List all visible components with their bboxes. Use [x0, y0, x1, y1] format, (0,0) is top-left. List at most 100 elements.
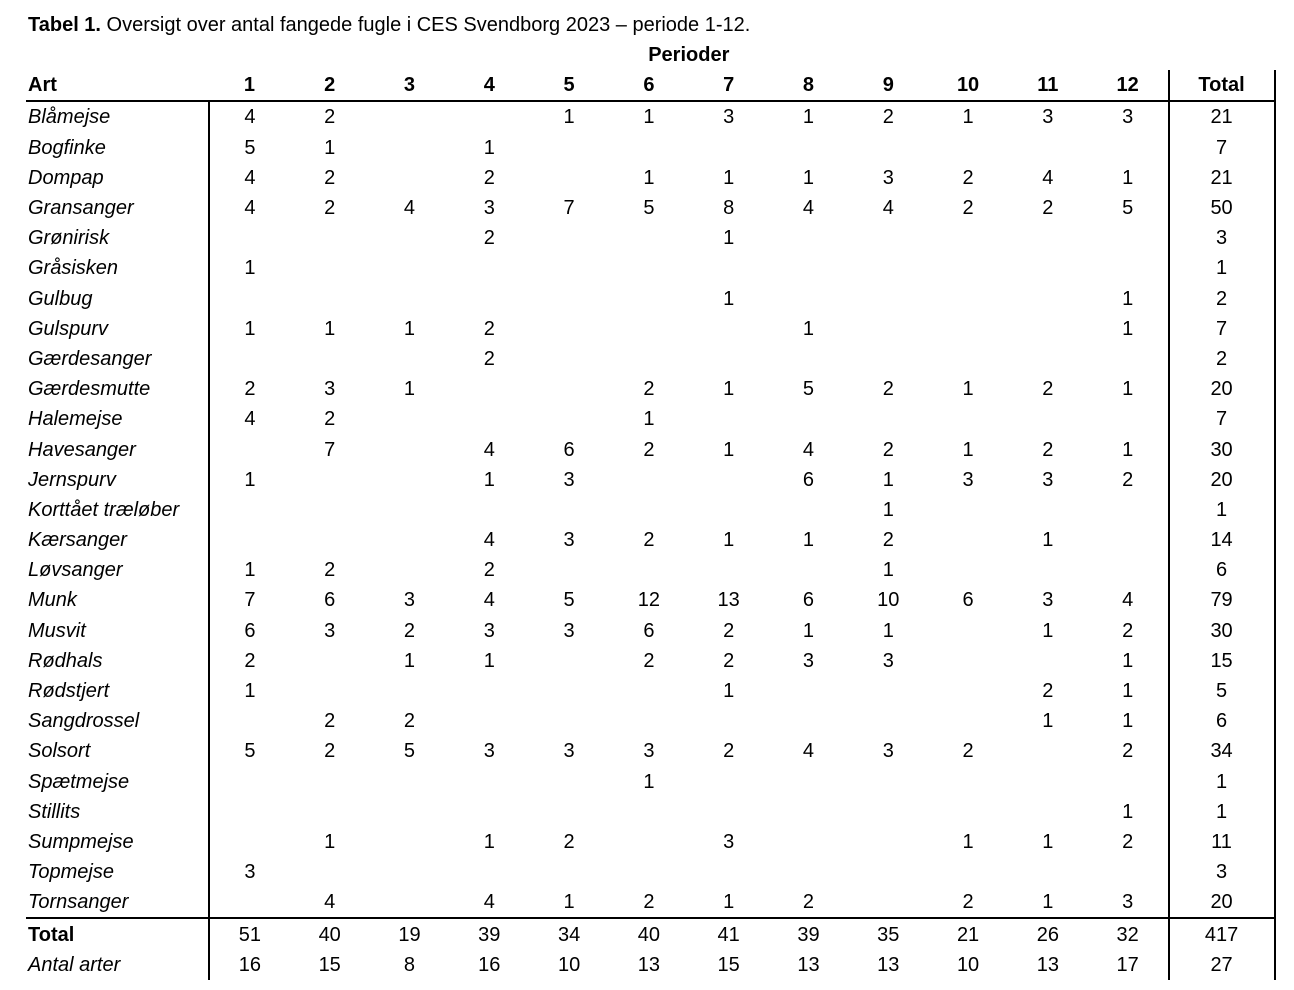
period-count	[1088, 253, 1169, 283]
period-count	[529, 676, 609, 706]
period-count	[769, 706, 849, 736]
period-count: 2	[643, 378, 655, 401]
period-count: 1	[324, 136, 336, 159]
period-count: 1	[1122, 378, 1134, 401]
period-count	[928, 797, 1008, 827]
species-total: 79	[1167, 585, 1276, 616]
table-row: Topmejse 3 3	[26, 857, 1276, 888]
period-count: 7	[208, 585, 290, 616]
table-row: Gærdesmutte 2 3 1 2 1 5 2 1 2 1 20	[26, 374, 1276, 405]
period-count: 2	[802, 891, 815, 914]
period-count	[208, 223, 290, 254]
period-count: 2	[483, 559, 495, 582]
period-count: 3	[723, 830, 735, 853]
table-row: Gulspurv 1 1 1 2 1 1 7	[26, 313, 1276, 344]
period-count	[290, 495, 370, 525]
period-count	[529, 767, 609, 797]
period-count: 1	[962, 106, 974, 129]
period-count	[1008, 736, 1088, 766]
species-name: Sumpmejse	[28, 830, 134, 853]
header-period-3: 3	[369, 70, 450, 103]
period-count	[290, 223, 370, 253]
period-count	[208, 494, 290, 525]
period-count	[370, 223, 450, 253]
species-count-row-value: 15	[717, 953, 740, 976]
period-count: 2	[1122, 830, 1134, 853]
total-row-value: 41	[688, 917, 769, 950]
period-count: 1	[723, 378, 735, 401]
period-count: 3	[208, 857, 290, 888]
period-count: 2	[643, 891, 655, 914]
period-count	[848, 857, 928, 887]
period-count: 4	[483, 589, 495, 612]
species-total: 7	[1167, 313, 1276, 344]
period-count	[689, 857, 769, 887]
period-count	[689, 706, 769, 736]
period-count	[370, 253, 450, 283]
period-count: 2	[723, 619, 735, 642]
period-count	[609, 133, 689, 163]
period-count: 3	[324, 378, 336, 401]
period-count: 3	[483, 619, 495, 642]
period-count	[848, 253, 928, 283]
species-name: Rødhals	[28, 649, 103, 672]
period-count	[689, 253, 769, 283]
period-count	[1088, 344, 1169, 374]
period-count	[529, 223, 609, 253]
period-count	[1008, 253, 1088, 283]
header-period-4: 4	[449, 70, 530, 103]
period-count	[370, 495, 450, 525]
period-count	[769, 555, 849, 585]
period-count	[689, 404, 769, 434]
table-row: Bogfinke 5 1 1 7	[26, 132, 1276, 163]
header-period-9: 9	[848, 70, 929, 103]
species-total: 30	[1167, 615, 1276, 646]
period-count: 1	[208, 555, 290, 586]
total-row-value: 26	[1007, 917, 1088, 950]
table-row: Gulbug 1 1 2	[26, 283, 1276, 314]
period-count	[449, 706, 529, 736]
species-name: Munk	[28, 589, 77, 612]
table-row: Munk 7 6 3 4 5 12 13 6 10 6 3 4 79	[26, 585, 1276, 616]
period-count: 1	[962, 438, 974, 461]
total-row-value: 35	[848, 917, 929, 950]
period-count: 3	[962, 468, 974, 491]
period-count	[689, 555, 769, 585]
species-name: Jernspurv	[28, 468, 116, 491]
period-count	[928, 404, 1008, 434]
period-count: 1	[563, 891, 575, 914]
period-count: 1	[208, 464, 290, 495]
species-count-row-value: 15	[318, 953, 341, 976]
species-total: 1	[1167, 494, 1276, 525]
period-count	[529, 133, 609, 163]
species-count-row-value: 13	[637, 953, 660, 976]
period-count: 8	[723, 197, 735, 220]
period-count: 1	[1122, 649, 1134, 672]
period-count: 2	[643, 438, 655, 461]
period-count: 1	[563, 106, 575, 129]
table-body: Blåmejse 4 2 1 1 3 1 2 1 3 3 21 Bogfinke 5 1 1 7 Dompap 4 2…	[26, 101, 1276, 919]
period-count	[769, 284, 849, 314]
period-count: 2	[1042, 438, 1054, 461]
table-row: Halemejse 4 2 1 7	[26, 404, 1276, 435]
period-count: 1	[208, 253, 290, 284]
period-count: 2	[324, 710, 336, 733]
period-count: 4	[882, 197, 894, 220]
species-total: 7	[1167, 132, 1276, 163]
period-count: 2	[483, 227, 495, 250]
period-count	[609, 857, 689, 887]
period-count	[290, 465, 370, 495]
period-count	[769, 223, 849, 253]
period-count	[689, 133, 769, 163]
period-count: 1	[1042, 710, 1054, 733]
period-count	[370, 827, 450, 857]
header-period-12: 12	[1087, 70, 1169, 103]
species-total: 34	[1167, 736, 1276, 767]
period-count	[1088, 555, 1169, 585]
period-count: 1	[1042, 619, 1054, 642]
period-count: 3	[324, 619, 336, 642]
period-count: 2	[882, 378, 894, 401]
species-total: 2	[1167, 343, 1276, 375]
period-count: 3	[1042, 468, 1054, 491]
period-count	[290, 525, 370, 555]
